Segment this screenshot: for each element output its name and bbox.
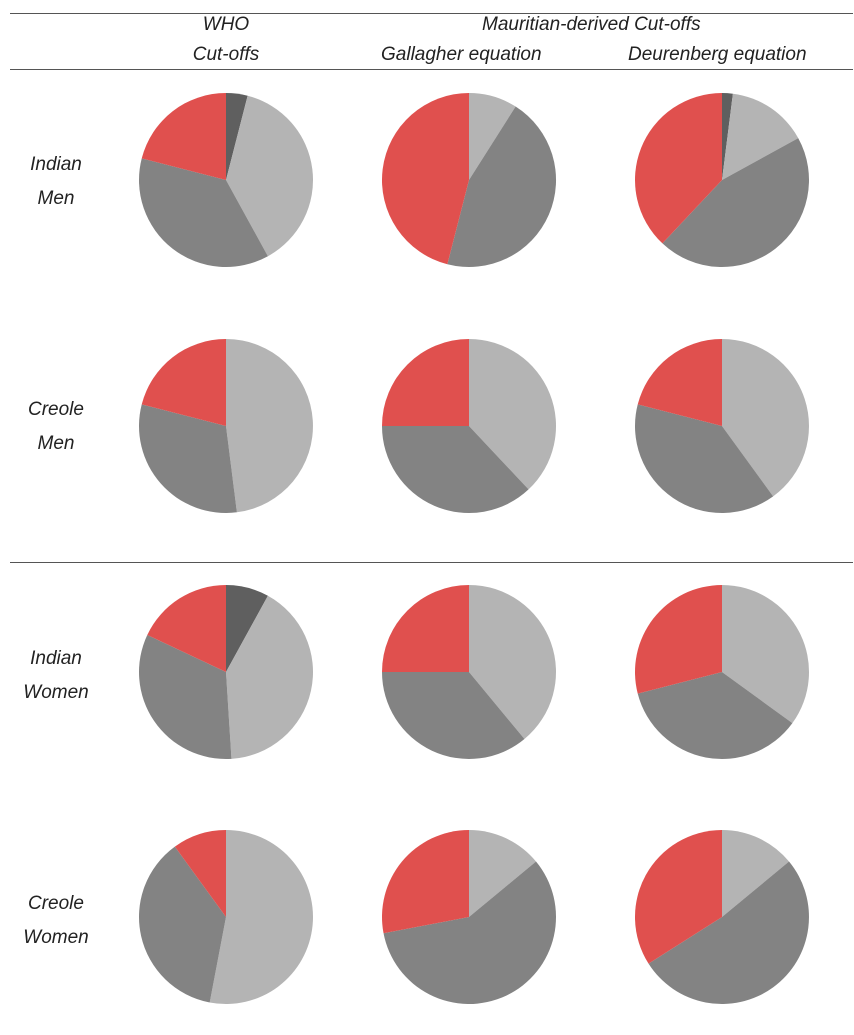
group-divider-rule [10,562,853,563]
pie-slice-red [381,93,469,265]
pie-slice-light [469,92,516,180]
header-rule [10,69,853,70]
pie-slice-mid [138,158,268,268]
pie-indian-men-who-cut-offs [138,93,314,268]
pie-slice-red [634,830,722,964]
pie-slice-red [381,830,469,934]
pie-slice-mid [139,846,226,1003]
pie-slice-light [722,339,809,497]
pie-creole-men-deurenberg-equation [634,339,809,514]
pie-creole-women-gallagher-equation [381,830,556,1005]
pie-slice-light [722,585,809,724]
pie-slice-red [141,93,226,180]
pie-creole-women-who-cut-offs [139,830,313,1004]
pie-slice-mid [383,861,556,1005]
pie-slice-red [637,339,722,426]
pie-slice-light [722,830,790,917]
pie-indian-women-gallagher-equation [382,585,556,759]
pie-slice-dark [722,93,733,180]
pie-indian-women-who-cut-offs [139,585,314,760]
row-label-line1: Creole [28,893,84,914]
row-label-line2: Women [23,927,89,948]
pie-indian-women-deurenberg-equation [634,585,809,760]
gallagher-header: Gallagher equation [381,44,542,65]
row-label-line2: Men [37,433,75,454]
who-header-line2: Cut-offs [192,44,260,65]
pie-creole-men-gallagher-equation [381,339,557,514]
row-label-creole-men: Creole Men [0,393,112,461]
pie-slice-mid [637,672,793,760]
row-label-line2: Women [23,682,89,703]
pie-indian-men-deurenberg-equation [634,93,810,268]
row-label-line1: Creole [28,399,84,420]
pie-slice-mid [662,138,810,268]
pie-slice-red [634,93,722,244]
pie-slice-light [469,339,557,490]
pie-slice-red [141,338,226,426]
pie-slice-red [382,339,469,426]
pie-slice-dark [226,585,268,672]
who-header-line1: WHO [202,14,250,35]
pie-slice-mid [648,861,809,1004]
pie-creole-women-deurenberg-equation [634,830,809,1004]
pie-slice-mid [447,106,557,268]
top-rule [10,13,853,14]
row-label-indian-men: Indian Men [0,148,112,216]
pie-slice-light [722,93,799,180]
pie-slice-light [469,585,556,740]
pie-slice-light [226,595,314,759]
pie-slice-mid [381,426,529,514]
pie-slice-light [209,830,313,1004]
deurenberg-header: Deurenberg equation [628,44,807,65]
pie-slice-red [147,585,226,672]
row-label-line1: Indian [30,154,82,175]
pie-slice-light [226,95,314,257]
pie-creole-men-who-cut-offs [138,338,313,513]
pie-slice-light [226,339,313,513]
pie-slice-light [469,830,537,917]
mauritian-header: Mauritian-derived Cut-offs [482,14,701,35]
row-label-line2: Men [37,188,75,209]
pie-indian-men-gallagher-equation [381,92,557,268]
pie-slice-dark [226,93,248,180]
pie-slice-mid [382,672,525,759]
pie-slice-mid [139,634,232,760]
row-label-creole-women: Creole Women [0,887,112,955]
row-label-line1: Indian [30,648,82,669]
pie-slice-red [634,585,722,694]
pie-slice-red [382,585,469,672]
row-label-indian-women: Indian Women [0,642,112,710]
pie-slice-red [174,830,226,917]
pie-slice-mid [634,404,774,514]
pie-slice-mid [138,404,237,513]
